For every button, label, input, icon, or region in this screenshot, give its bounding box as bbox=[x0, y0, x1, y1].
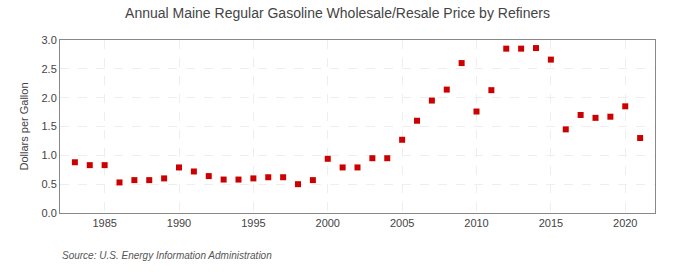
svg-text:2.5: 2.5 bbox=[42, 63, 57, 75]
svg-text:1.0: 1.0 bbox=[42, 149, 57, 161]
svg-text:2015: 2015 bbox=[539, 217, 563, 229]
svg-text:3.0: 3.0 bbox=[42, 34, 57, 46]
svg-text:0.0: 0.0 bbox=[42, 207, 57, 219]
svg-text:1990: 1990 bbox=[167, 217, 191, 229]
svg-text:2.0: 2.0 bbox=[42, 92, 57, 104]
svg-text:Annual Maine Regular Gasoline: Annual Maine Regular Gasoline Wholesale/… bbox=[125, 5, 550, 21]
svg-text:1995: 1995 bbox=[241, 217, 265, 229]
svg-text:Dollars per Gallon: Dollars per Gallon bbox=[18, 82, 30, 170]
svg-text:2010: 2010 bbox=[464, 217, 488, 229]
svg-text:Source: U.S. Energy Informatio: Source: U.S. Energy Information Administ… bbox=[62, 250, 272, 261]
svg-text:2000: 2000 bbox=[316, 217, 340, 229]
svg-text:1985: 1985 bbox=[92, 217, 116, 229]
svg-text:2005: 2005 bbox=[390, 217, 414, 229]
svg-text:1.5: 1.5 bbox=[42, 120, 57, 132]
svg-text:2020: 2020 bbox=[613, 217, 637, 229]
svg-text:0.5: 0.5 bbox=[42, 178, 57, 190]
